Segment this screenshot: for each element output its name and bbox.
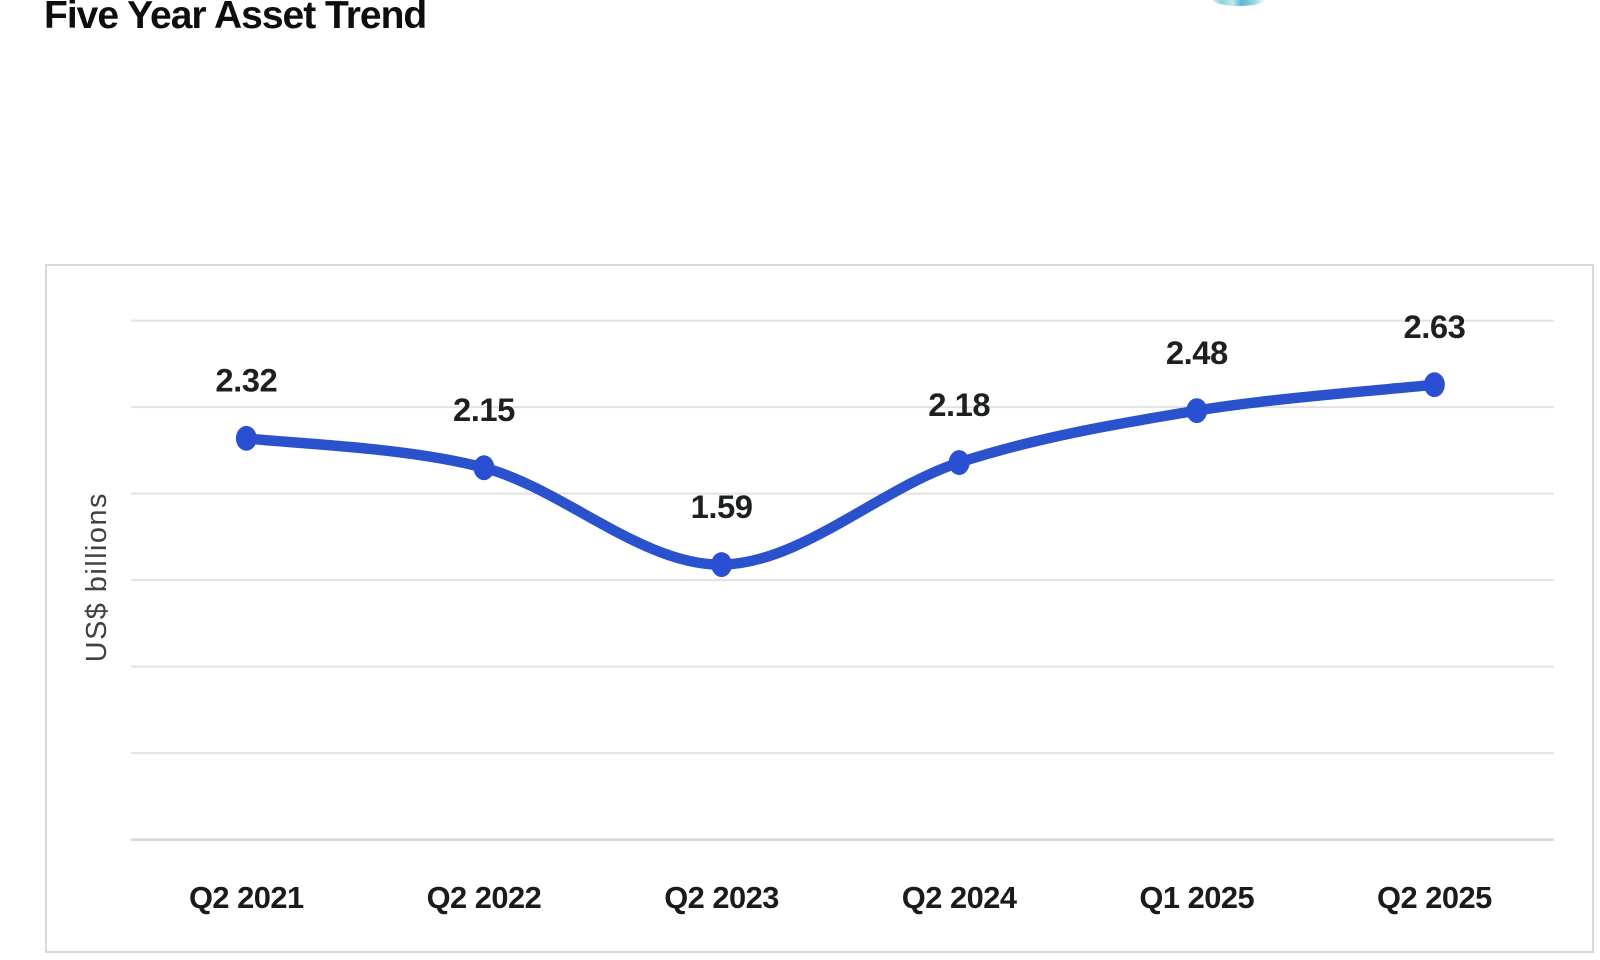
- line-chart: 2.32 2.15 1.59 2.18 2.48 2.63 Q2 2021 Q2 2022 Q2…: [81, 308, 1554, 915]
- data-point-marker: [948, 450, 970, 475]
- data-label: 2.15: [453, 391, 515, 428]
- data-point-marker: [711, 552, 733, 578]
- x-axis-label: Q2 2021: [189, 880, 304, 915]
- page-title: Five Year Asset Trend: [44, 0, 427, 37]
- trend-line: [241, 379, 1440, 570]
- data-point-marker: [1423, 372, 1445, 398]
- data-label: 2.32: [215, 362, 277, 399]
- x-axis-label: Q2 2024: [902, 880, 1017, 915]
- data-label: 2.63: [1403, 308, 1465, 345]
- x-axis-label: Q2 2023: [664, 880, 779, 915]
- data-label: 1.59: [691, 488, 753, 525]
- x-axis-label: Q2 2022: [427, 880, 542, 915]
- y-axis-title: US$ billions: [81, 492, 113, 662]
- data-point-marker: [473, 455, 495, 481]
- chart-panel: 2.32 2.15 1.59 2.18 2.48 2.63 Q2 2021 Q2 2022 Q2…: [45, 264, 1594, 953]
- x-axis-label: Q1 2025: [1139, 880, 1254, 915]
- data-label: 2.48: [1166, 334, 1228, 371]
- x-axis-label: Q2 2025: [1377, 880, 1492, 915]
- clipped-logo-icon: [1213, 0, 1265, 6]
- data-point-marker: [1186, 398, 1208, 424]
- data-point-marker: [235, 425, 257, 451]
- data-label: 2.18: [928, 386, 990, 423]
